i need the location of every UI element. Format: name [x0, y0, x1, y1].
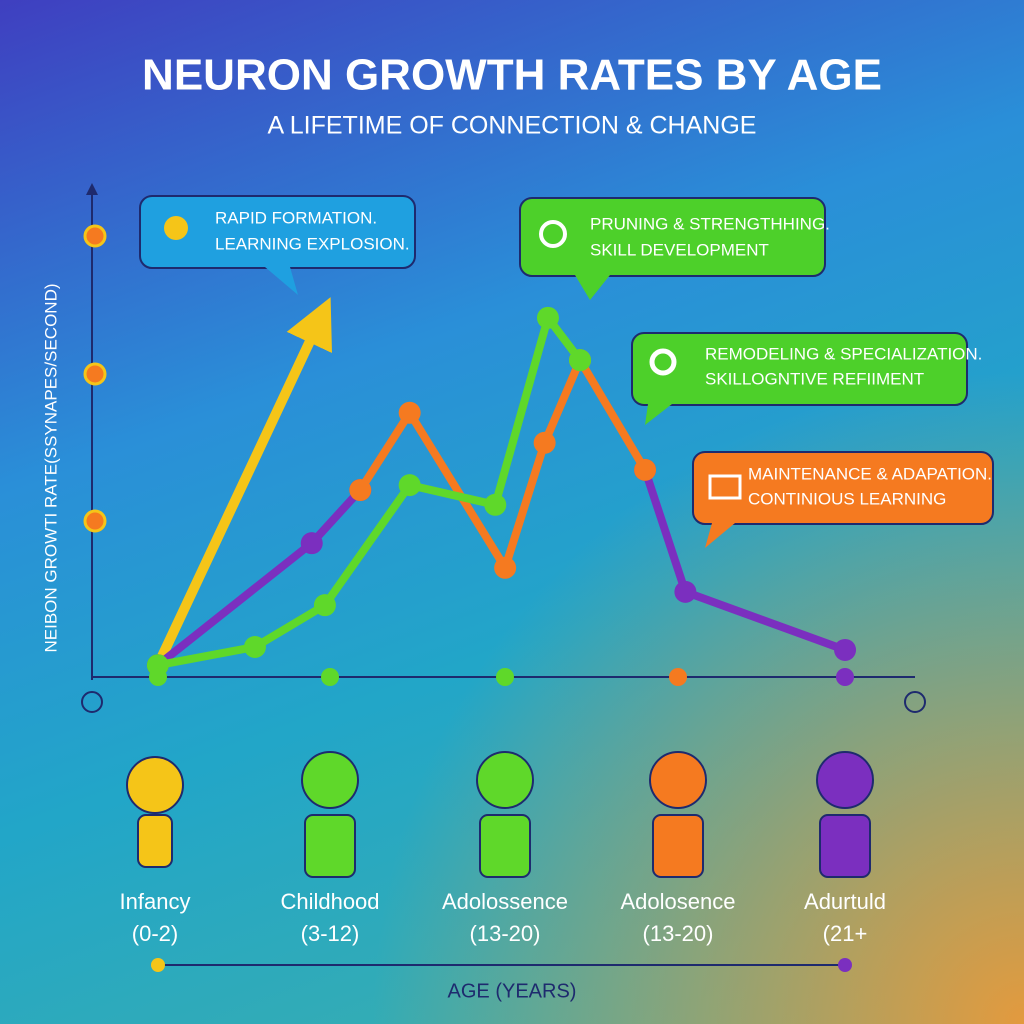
- chart-subtitle: A LIFETIME OF CONNECTION & CHANGE: [268, 112, 757, 140]
- point: [494, 556, 517, 579]
- callout-text: SKILLOGNTIVE REFIIMENT: [705, 369, 924, 388]
- point: [300, 532, 323, 555]
- callout-text: REMODELING & SPECIALIZATION.: [705, 344, 982, 363]
- y-arrow: [86, 183, 98, 195]
- point: [674, 580, 697, 603]
- point: [484, 493, 507, 516]
- callout: REMODELING & SPECIALIZATION. SKILLOGNTIV…: [631, 332, 982, 425]
- callout-text: SKILL DEVELOPMENT: [590, 240, 769, 259]
- callout-text: PRUNING & STRENGTHHING.: [590, 214, 830, 233]
- point: [634, 458, 657, 481]
- chart-title: NEURON GROWTH RATES BY AGE: [142, 51, 882, 100]
- point: [569, 349, 592, 372]
- callout: RAPID FORMATION. LEARNING EXPLOSION.: [139, 195, 416, 295]
- point: [834, 638, 857, 661]
- callout-text: MAINTENANCE & ADAPATION.: [748, 464, 992, 483]
- age-range: (13-20): [470, 921, 541, 946]
- point: [313, 594, 336, 617]
- age-range: (21+: [823, 921, 868, 946]
- point: [533, 431, 556, 454]
- point: [349, 479, 372, 502]
- age-figures: [126, 751, 874, 878]
- age-dot: [838, 958, 852, 972]
- series-line: [152, 297, 332, 671]
- y-axis-label: NEIBON GROWTI RATE(SSYNAPES/SECOND): [41, 283, 60, 652]
- callout-text: CONTINIOUS LEARNING: [748, 489, 946, 508]
- callout: PRUNING & STRENGTHHING. SKILL DEVELOPMEN…: [519, 197, 830, 300]
- brain-icons: [83, 224, 107, 533]
- age-range: (0-2): [132, 921, 178, 946]
- age-dot: [151, 958, 165, 972]
- axis-dots: [149, 668, 854, 686]
- age-name: Adolosence: [621, 889, 736, 914]
- point: [398, 474, 421, 497]
- age-name: Infancy: [120, 889, 191, 914]
- age-name: Adurtuld: [804, 889, 886, 914]
- clock-icon: [904, 691, 926, 713]
- point: [536, 306, 559, 329]
- age-range: (3-12): [301, 921, 360, 946]
- point: [243, 635, 266, 658]
- callout: MAINTENANCE & ADAPATION. CONTINIOUS LEAR…: [692, 451, 994, 548]
- age-name: Adolossence: [442, 889, 568, 914]
- x-axis-label: AGE (YEARS): [448, 980, 577, 1002]
- series-line: [356, 356, 650, 572]
- age-range: (13-20): [643, 921, 714, 946]
- age-name: Childhood: [280, 889, 379, 914]
- callout-text: LEARNING EXPLOSION.: [215, 234, 410, 253]
- callout-text: RAPID FORMATION.: [215, 208, 377, 227]
- point: [398, 401, 421, 424]
- clock-icon: [81, 691, 103, 713]
